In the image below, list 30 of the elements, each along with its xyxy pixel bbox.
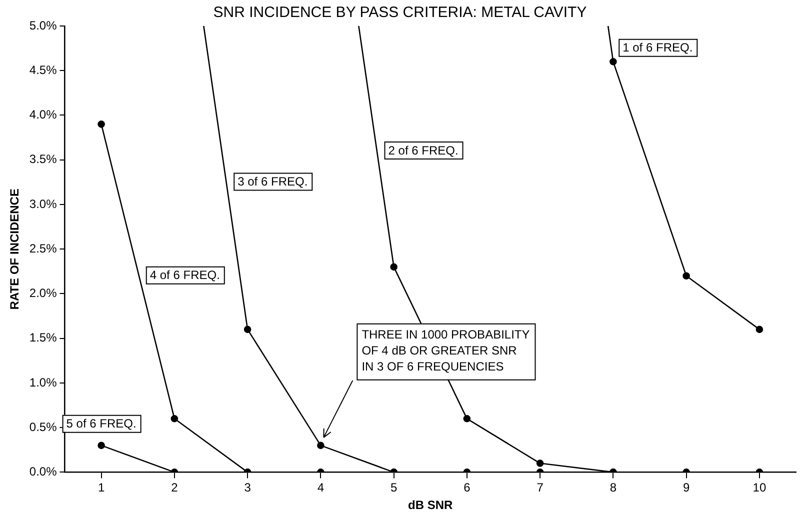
series-label: 5 of 6 FREQ.	[66, 416, 136, 431]
x-tick-label: 9	[682, 480, 690, 495]
y-tick-label: 2.5%	[29, 241, 58, 256]
x-tick-label: 3	[244, 480, 252, 495]
x-tick-label: 4	[317, 480, 324, 495]
series-label: 1 of 6 FREQ.	[622, 40, 693, 55]
y-tick-label: 4.5%	[29, 62, 58, 77]
x-tick-label: 5	[390, 480, 398, 495]
x-tick-label: 6	[464, 480, 471, 495]
y-tick-label: 3.0%	[29, 196, 58, 211]
y-tick-label: 2.0%	[29, 286, 58, 300]
y-tick-label: 5.0%	[29, 18, 58, 32]
x-tick-label: 2	[171, 480, 178, 495]
y-tick-label: 1.5%	[29, 330, 58, 345]
x-tick-label: 8	[610, 480, 617, 495]
y-tick-label: 1.0%	[29, 375, 58, 390]
x-tick-label: 10	[752, 480, 766, 495]
y-tick-label: 4.0%	[29, 108, 58, 122]
x-tick-label: 7	[536, 480, 544, 495]
x-axis-title: dB SNR	[408, 498, 454, 512]
x-tick-label: 1	[98, 480, 105, 495]
series-label: 2 of 6 FREQ.	[388, 143, 458, 158]
y-tick-label: 0.0%	[29, 464, 58, 479]
series-label: 4 of 6 FREQ.	[150, 268, 220, 282]
y-tick-label: 0.5%	[29, 420, 58, 434]
series-label: 3 of 6 FREQ.	[238, 174, 308, 189]
chart-title: SNR INCIDENCE BY PASS CRITERIA: METAL CAVITY	[213, 4, 587, 22]
y-tick-label: 3.5%	[29, 152, 58, 166]
annotation: THREE IN 1000 PROBABILITY OF 4 dB OR GREATER SNR IN 3 OF 6 FREQUENCIES	[362, 328, 530, 374]
y-axis-title: RATE OF INCIDENCE	[8, 188, 22, 310]
